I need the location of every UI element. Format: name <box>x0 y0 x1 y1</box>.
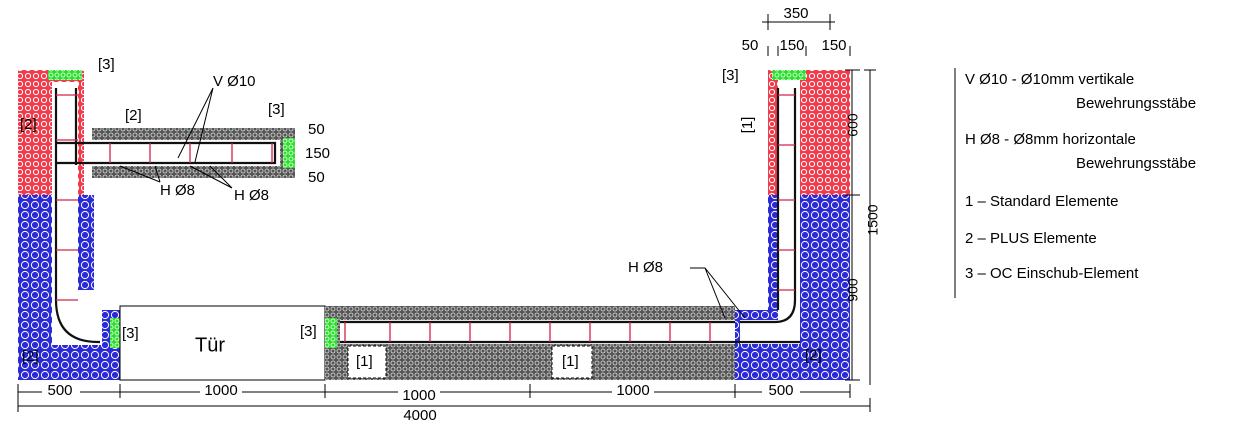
door <box>119 305 326 381</box>
legend-item: V Ø10 - Ø10mm vertikale <box>965 71 1134 88</box>
legend-item: 2 – PLUS Elemente <box>965 230 1097 247</box>
rebar-label: H Ø8 <box>234 187 269 204</box>
oc-element <box>772 70 806 80</box>
legend-item: Bewehrungsstäbe <box>1076 95 1196 112</box>
core <box>84 140 280 166</box>
rebars <box>54 87 800 344</box>
element-label: [3] <box>268 101 285 118</box>
oc-element <box>110 318 120 348</box>
rebar-label: H Ø8 <box>628 259 663 276</box>
dimension: 600 <box>845 113 861 137</box>
dimension-line <box>17 384 871 412</box>
dimension: 150 <box>821 37 846 54</box>
dimension: 1000 <box>402 387 435 404</box>
door-label: Tür <box>195 334 225 356</box>
dimension: 500 <box>768 382 793 399</box>
element-label: [3] <box>98 56 115 73</box>
dimension: 1500 <box>865 204 881 235</box>
walls <box>18 70 850 381</box>
rebar <box>54 88 100 344</box>
element-label: [2] <box>805 347 822 364</box>
cut-out <box>347 345 387 379</box>
dimension: 150 <box>779 37 804 54</box>
dimension: 900 <box>845 278 861 302</box>
leader-line <box>119 87 746 319</box>
dimension: 150 <box>305 145 330 162</box>
legend: V Ø10 - Ø10mm vertikale Bewehrungsstäbe … <box>954 68 1196 298</box>
dimension: 350 <box>783 5 808 22</box>
rebar <box>56 94 78 301</box>
dimensions: 350 50 150 150 50 150 50 600 1500 900 50… <box>17 5 881 424</box>
dimension-line <box>845 69 876 385</box>
dimension-line <box>762 14 851 56</box>
legend-item: 3 – OC Einschub-Element <box>965 265 1139 282</box>
dimension: 50 <box>308 169 325 186</box>
element-label: [2] <box>22 348 39 365</box>
element-label: [3] <box>300 323 317 340</box>
element-label: [3] <box>722 67 739 84</box>
labels: [3] [2] [2] [3] [3] [1] [3] [2] [3] [1] … <box>20 56 822 370</box>
dimension: 500 <box>47 382 72 399</box>
element-label: [1] <box>562 353 579 370</box>
legend-item: 1 – Standard Elemente <box>965 193 1118 210</box>
core <box>740 320 800 344</box>
rebar <box>778 94 795 291</box>
rebar <box>109 143 273 163</box>
element-label: [1] <box>356 353 373 370</box>
legend-item: Bewehrungsstäbe <box>1076 155 1196 172</box>
cut-out <box>551 345 593 379</box>
dimension: 1000 <box>204 382 237 399</box>
oc-element <box>48 70 82 80</box>
oc-element <box>283 138 295 168</box>
rebar-label: H Ø8 <box>160 182 195 199</box>
core <box>340 320 735 344</box>
element-label: [3] <box>122 325 139 342</box>
dimension: 4000 <box>403 407 436 424</box>
rebar-label: V Ø10 <box>213 73 256 90</box>
core <box>52 290 102 345</box>
dimension: 50 <box>308 121 325 138</box>
element-label: [2] <box>20 116 37 133</box>
legend-item: H Ø8 - Ø8mm horizontale <box>965 131 1136 148</box>
rebar <box>740 88 797 324</box>
rebar <box>56 141 277 165</box>
dimension: 50 <box>742 37 759 54</box>
dimension: 1000 <box>616 382 649 399</box>
rebar <box>344 322 711 342</box>
oc-element <box>325 318 337 348</box>
element-label: [2] <box>125 107 142 124</box>
element-label: [1] <box>739 117 756 134</box>
rebar <box>340 320 800 344</box>
